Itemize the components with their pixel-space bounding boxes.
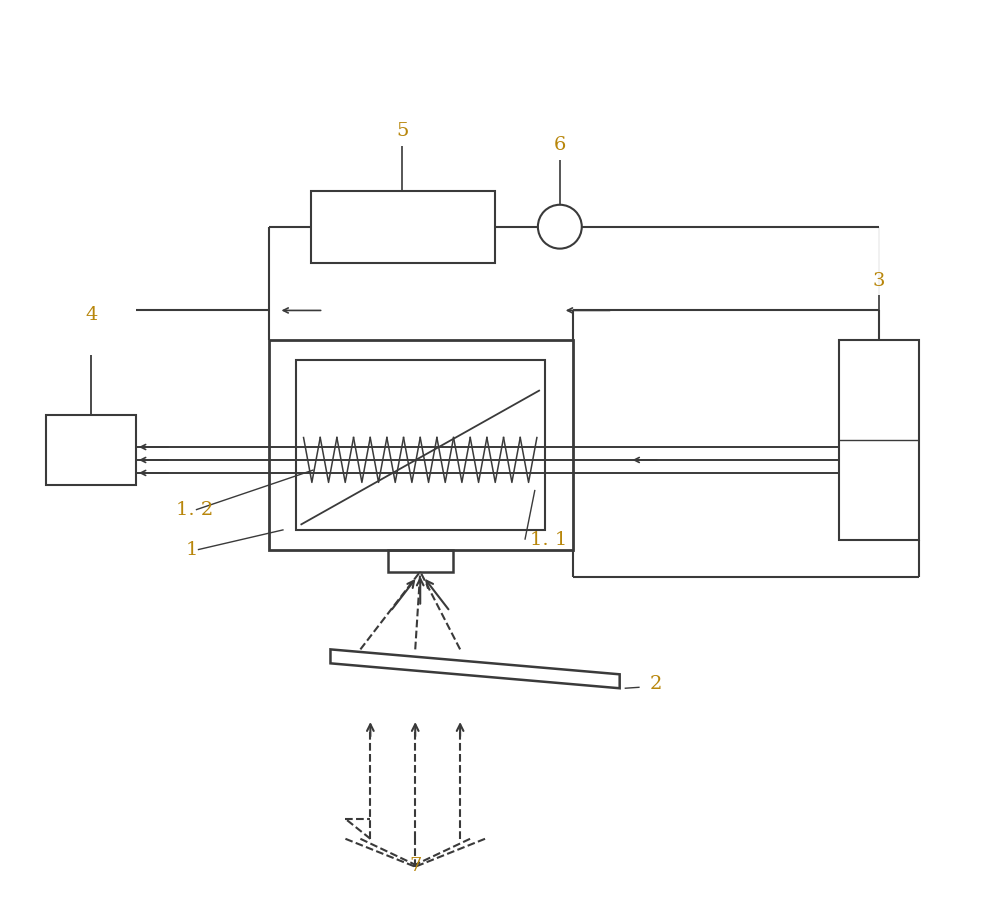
Polygon shape <box>330 650 620 688</box>
Bar <box>46 415 136 485</box>
Bar <box>311 191 495 263</box>
Text: 4: 4 <box>85 306 97 324</box>
Text: 2: 2 <box>650 675 662 693</box>
Text: 6: 6 <box>554 136 566 154</box>
Bar <box>296 360 545 530</box>
Text: 1. 1: 1. 1 <box>530 531 567 549</box>
Text: 1: 1 <box>186 541 198 559</box>
Text: 1. 2: 1. 2 <box>176 500 213 518</box>
Bar <box>269 340 573 550</box>
Bar <box>839 340 919 540</box>
Circle shape <box>538 205 582 248</box>
Text: 3: 3 <box>873 272 885 290</box>
Bar <box>388 550 453 572</box>
Text: 5: 5 <box>396 122 408 140</box>
Text: 7: 7 <box>409 857 421 875</box>
